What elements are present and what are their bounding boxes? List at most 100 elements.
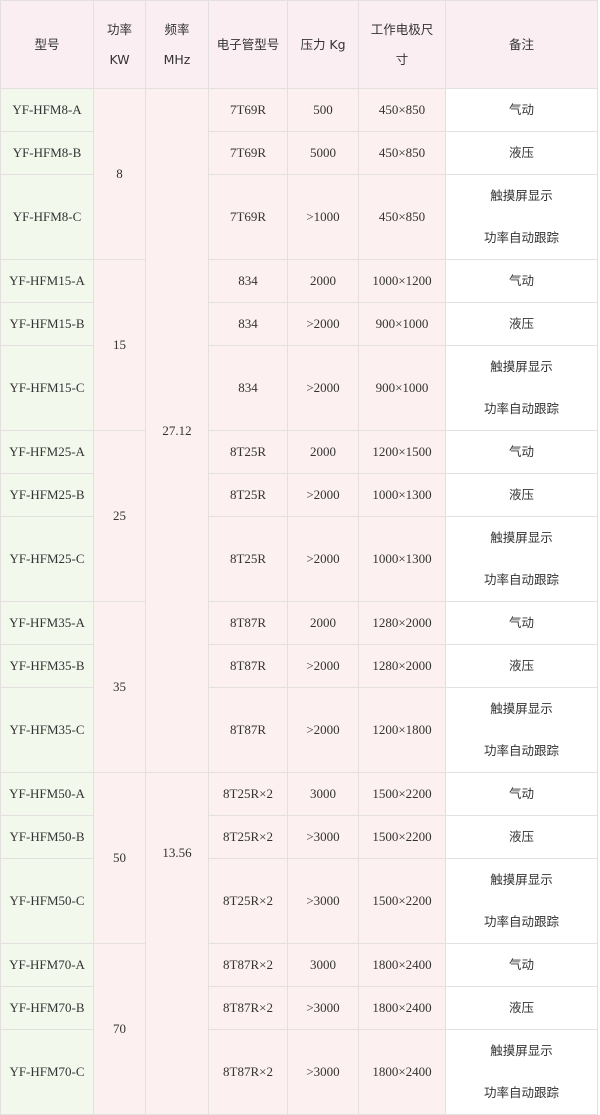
remark-text: 触摸屏显示: [490, 530, 553, 545]
tube-cell-text: 834: [238, 273, 258, 288]
pressure-cell: >3000: [287, 986, 359, 1030]
size-cell: 1000×1200: [358, 259, 446, 303]
data-row: YF-HFM35-C 8T87R >2000 1200×1800 触摸屏显示 功率自动跟踪: [0, 687, 598, 773]
pressure-cell-text: >2000: [306, 380, 340, 395]
remark-cell: 液压: [445, 302, 598, 346]
model-cell-text: YF-HFM70-A: [9, 957, 85, 972]
remark-text: 液压: [508, 145, 534, 160]
data-row: YF-HFM15-C 834 >2000 900×1000 触摸屏显示 功率自动跟踪: [0, 345, 598, 431]
model-cell: YF-HFM15-B: [0, 302, 94, 346]
remark-cell: 触摸屏显示 功率自动跟踪: [445, 174, 598, 260]
remark-cell: 液压: [445, 131, 598, 175]
tube-cell: 8T25R: [208, 430, 288, 474]
size-cell-text: 450×850: [378, 102, 426, 117]
remark-text: 触摸屏显示: [490, 1043, 553, 1058]
remark-text: 气动: [508, 615, 534, 630]
remark-cell: 气动: [445, 259, 598, 303]
remark-cell: 气动: [445, 772, 598, 816]
tube-cell: 8T87R×2: [208, 986, 288, 1030]
tube-cell-text: 8T87R: [229, 615, 267, 630]
remark-cell: 触摸屏显示 功率自动跟踪: [445, 516, 598, 602]
model-cell: YF-HFM70-A: [0, 943, 94, 987]
pressure-cell-text: >2000: [306, 487, 340, 502]
tube-cell-text: 7T69R: [229, 209, 267, 224]
header-cell: 压力 Kg: [287, 0, 359, 89]
tube-cell: 8T87R×2: [208, 1029, 288, 1115]
model-cell-text: YF-HFM70-C: [9, 1064, 85, 1079]
model-cell-text: YF-HFM15-A: [9, 273, 85, 288]
pressure-cell: 2000: [287, 430, 359, 474]
model-cell: YF-HFM35-B: [0, 644, 94, 688]
remark-cell: 液压: [445, 644, 598, 688]
frequency-cell: 13.56: [145, 772, 209, 1115]
size-cell-text: 450×850: [378, 145, 426, 160]
remark-cell: 气动: [445, 943, 598, 987]
data-row: YF-HFM50-B 8T25R×2 >3000 1500×2200 液压: [0, 815, 598, 859]
power-cell-text: 50: [113, 850, 126, 865]
model-cell: YF-HFM35-A: [0, 601, 94, 645]
model-cell: YF-HFM70-C: [0, 1029, 94, 1115]
size-cell: 450×850: [358, 131, 446, 175]
data-row: YF-HFM25-A 25 8T25R 2000 1200×1500 气动: [0, 430, 598, 602]
frequency-cell-text: 27.12: [162, 422, 192, 438]
size-cell: 1800×2400: [358, 986, 446, 1030]
pressure-cell: 3000: [287, 943, 359, 987]
size-cell-text: 450×850: [378, 209, 426, 224]
remark-text: 触摸屏显示: [490, 188, 553, 203]
model-cell: YF-HFM35-C: [0, 687, 94, 773]
model-cell-text: YF-HFM8-A: [12, 102, 82, 117]
tube-cell: 8T25R×2: [208, 858, 288, 944]
header-row: 型号 功率 KW 频率 MHz 电子管型号 压力 Kg 工作电极尺寸 备注: [0, 0, 598, 89]
remark-cell: 触摸屏显示 功率自动跟踪: [445, 345, 598, 431]
header-text: 压力 Kg: [300, 36, 346, 52]
model-cell-text: YF-HFM35-A: [9, 615, 85, 630]
remark-text: 气动: [508, 273, 534, 288]
size-cell-text: 1200×1500: [372, 444, 432, 459]
pressure-cell-text: 2000: [310, 615, 336, 630]
power-cell-text: 15: [113, 337, 126, 352]
model-cell-text: YF-HFM50-A: [9, 786, 85, 801]
size-cell: 1280×2000: [358, 601, 446, 645]
tube-cell-text: 8T25R: [229, 551, 267, 566]
tube-cell: 8T87R: [208, 644, 288, 688]
power-cell-text: 25: [113, 508, 126, 523]
model-cell: YF-HFM8-C: [0, 174, 94, 260]
size-cell: 1500×2200: [358, 815, 446, 859]
size-cell: 1000×1300: [358, 516, 446, 602]
header-text: MHz: [163, 51, 191, 67]
model-cell-text: YF-HFM70-B: [9, 1000, 85, 1015]
model-cell-text: YF-HFM25-B: [9, 487, 85, 502]
data-row: YF-HFM50-A 50 13.56 8T25R×2 3000 1500×2200 气动: [0, 772, 598, 1115]
remark-cell: 触摸屏显示 功率自动跟踪: [445, 687, 598, 773]
size-cell-text: 1500×2200: [372, 829, 432, 844]
size-cell: 1000×1300: [358, 473, 446, 517]
size-cell: 900×1000: [358, 302, 446, 346]
power-cell: 35: [93, 601, 146, 773]
tube-cell-text: 8T25R: [229, 444, 267, 459]
header-cell: 型号: [0, 0, 94, 89]
size-cell-text: 1000×1200: [372, 273, 432, 288]
model-cell: YF-HFM50-C: [0, 858, 94, 944]
tube-cell-text: 8T25R×2: [223, 829, 273, 844]
tube-cell: 8T25R: [208, 473, 288, 517]
tube-cell: 8T25R×2: [208, 815, 288, 859]
pressure-cell: >2000: [287, 516, 359, 602]
header-text: 工作电极尺: [370, 21, 434, 37]
size-cell-text: 1800×2400: [372, 957, 432, 972]
data-row: YF-HFM8-B 7T69R 5000 450×850 液压: [0, 131, 598, 175]
remark-cell: 触摸屏显示 功率自动跟踪: [445, 1029, 598, 1115]
pressure-cell-text: >2000: [306, 722, 340, 737]
pressure-cell-text: 3000: [310, 786, 336, 801]
tube-cell: 834: [208, 302, 288, 346]
pressure-cell: >2000: [287, 473, 359, 517]
header-text: 寸: [395, 51, 409, 67]
tube-cell-text: 8T87R×2: [223, 1064, 273, 1079]
data-row: YF-HFM8-A 8 27.12 7T69R 500 450×850 气动: [0, 88, 598, 773]
size-cell-text: 1000×1300: [372, 551, 432, 566]
size-cell-text: 1800×2400: [372, 1000, 432, 1015]
pressure-cell: >2000: [287, 644, 359, 688]
remark-text: 功率自动跟踪: [483, 914, 559, 929]
pressure-cell: >3000: [287, 1029, 359, 1115]
pressure-cell: >3000: [287, 815, 359, 859]
pressure-cell-text: >3000: [306, 1064, 340, 1079]
